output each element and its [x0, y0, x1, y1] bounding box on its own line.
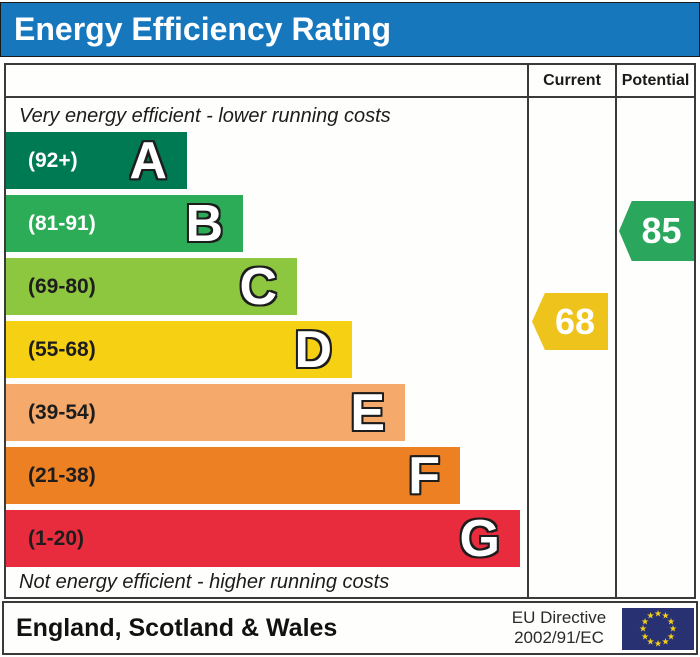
band-F: (21-38) F [6, 447, 460, 504]
top-note: Very energy efficient - lower running co… [19, 105, 391, 127]
band-B: (81-91) B [6, 195, 243, 252]
band-letter: A [129, 131, 167, 190]
potential-rating-value: 85 [641, 210, 682, 251]
eu-flag-icon: ★ ★ ★ ★ ★ ★ ★ ★ ★ ★ ★ ★ [622, 608, 694, 650]
band-range-label: (1-20) [28, 526, 85, 550]
band-range-label: (81-91) [28, 211, 96, 235]
current-rating-marker: 68 [532, 293, 608, 350]
eu-star-icon: ★ [640, 616, 650, 626]
eu-directive-label: EU Directive 2002/91/EC [502, 608, 616, 648]
bottom-note: Not energy efficient - higher running co… [19, 571, 390, 593]
potential-column-header: Potential [621, 71, 690, 89]
current-column-header: Current [543, 71, 601, 89]
eu-directive-line1: EU Directive [511, 608, 607, 627]
band-letter: G [459, 509, 500, 568]
chart-title: Energy Efficiency Rating [14, 11, 391, 47]
footer: England, Scotland & Wales EU Directive 2… [2, 601, 698, 655]
eu-star-icon: ★ [666, 631, 676, 641]
band-range-label: (69-80) [28, 274, 96, 298]
bands: (92+) A (81-91) B (69-80) C (55-68) D (39-54) E (2… [6, 132, 520, 573]
band-D: (55-68) D [6, 321, 352, 378]
eu-star-icon: ★ [661, 636, 670, 647]
potential-rating-marker: 85 [619, 201, 694, 261]
potential-column-divider [615, 65, 617, 597]
header-divider [6, 96, 694, 98]
band-G: (1-20) G [6, 510, 520, 567]
eu-star-icon: ★ [666, 616, 676, 626]
eu-star-icon: ★ [653, 608, 663, 619]
eu-star-icon: ★ [640, 631, 650, 641]
band-letter: C [239, 257, 277, 316]
eu-star-icon: ★ [646, 636, 655, 647]
band-A: (92+) A [6, 132, 187, 189]
eu-star-icon: ★ [661, 610, 670, 621]
rating-table: Current Potential Very energy efficient … [4, 63, 696, 599]
title-bar: Energy Efficiency Rating [0, 2, 700, 57]
eu-directive-line2: 2002/91/EC [514, 628, 604, 647]
band-letter: B [185, 194, 223, 253]
band-E: (39-54) E [6, 384, 405, 441]
current-column-divider [527, 65, 529, 597]
band-range-label: (92+) [28, 148, 78, 172]
band-range-label: (55-68) [28, 337, 96, 361]
band-letter: D [294, 320, 332, 379]
region-label: England, Scotland & Wales [16, 613, 338, 642]
band-letter: E [350, 383, 385, 442]
eu-star-icon: ★ [653, 638, 663, 649]
eu-star-icon: ★ [638, 623, 648, 634]
band-letter: F [408, 446, 440, 505]
current-rating-value: 68 [554, 300, 596, 342]
band-range-label: (21-38) [28, 463, 96, 487]
band-C: (69-80) C [6, 258, 297, 315]
eu-star-icon: ★ [646, 610, 655, 621]
band-range-label: (39-54) [28, 400, 96, 424]
eu-star-icon: ★ [668, 623, 678, 634]
